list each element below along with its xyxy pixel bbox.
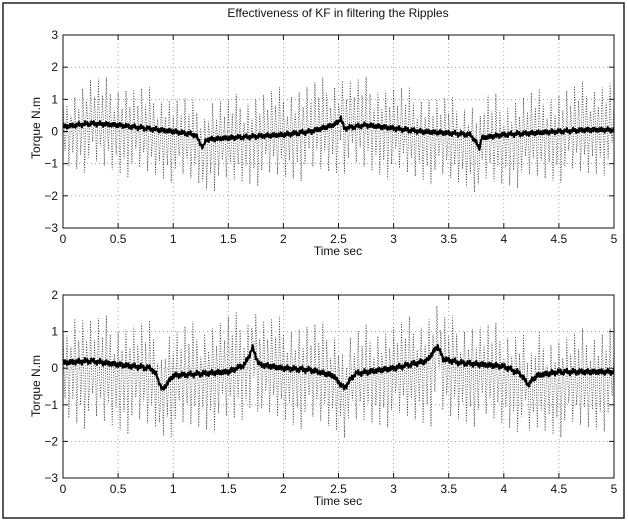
- x-tick-label: 0: [60, 482, 67, 496]
- y-tick-label: 1: [51, 92, 58, 106]
- x-tick-label: 3.5: [440, 232, 457, 246]
- x-tick-label: 3: [390, 232, 397, 246]
- x-tick-label: 5: [611, 482, 618, 496]
- y-tick-label: −2: [44, 434, 58, 448]
- x-tick-label: 0.5: [110, 482, 127, 496]
- x-tick-label: 0.5: [110, 232, 127, 246]
- x-tick-label: 3: [390, 482, 397, 496]
- x-tick-label: 2: [280, 232, 287, 246]
- x-tick-label: 1: [170, 482, 177, 496]
- bottom-subplot: Torque N.m Time sec 0 0.5 1 1.5 2 2.5 3 3.5 4 4.5…: [29, 288, 618, 508]
- x-tick-label: 4.5: [551, 482, 568, 496]
- x-tick-label: 5: [611, 232, 618, 246]
- y-tick-label: −1: [44, 398, 58, 412]
- y-tick-label: −1: [44, 157, 58, 171]
- y-tick-label: 2: [51, 288, 58, 302]
- x-tick-label: 0: [60, 232, 67, 246]
- x-axis-label: Time sec: [314, 494, 362, 508]
- x-tick-label: 4.5: [551, 232, 568, 246]
- ripple-series-line: [63, 76, 614, 193]
- x-tick-label: 2: [280, 482, 287, 496]
- filtered-series-line: [63, 344, 614, 391]
- y-tick-label: 0: [51, 361, 58, 375]
- x-tick-label: 3.5: [440, 482, 457, 496]
- x-tick-label: 1.5: [220, 482, 237, 496]
- y-tick-label: −3: [44, 471, 58, 485]
- chart-title: Effectiveness of KF in filtering the Rip…: [227, 6, 448, 20]
- x-tick-label: 4: [500, 482, 507, 496]
- y-axis-label: Torque N.m: [29, 97, 43, 159]
- filtered-series-line: [63, 115, 614, 151]
- y-tick-label: 0: [51, 125, 58, 139]
- y-tick-label: −2: [44, 189, 58, 203]
- y-tick-label: 2: [51, 60, 58, 74]
- y-tick-label: −3: [44, 221, 58, 235]
- x-tick-label: 2.5: [330, 482, 347, 496]
- figure-frame: [2, 2, 625, 519]
- x-tick-label: 1.5: [220, 232, 237, 246]
- x-tick-label: 1: [170, 232, 177, 246]
- x-tick-label: 4: [500, 232, 507, 246]
- x-tick-label: 2.5: [330, 232, 347, 246]
- y-axis-label: Torque N.m: [29, 355, 43, 417]
- y-tick-label: 1: [51, 325, 58, 339]
- x-axis-label: Time sec: [314, 244, 362, 258]
- y-tick-label: 3: [51, 28, 58, 42]
- top-subplot: Effectiveness of KF in filtering the Rip…: [29, 6, 618, 258]
